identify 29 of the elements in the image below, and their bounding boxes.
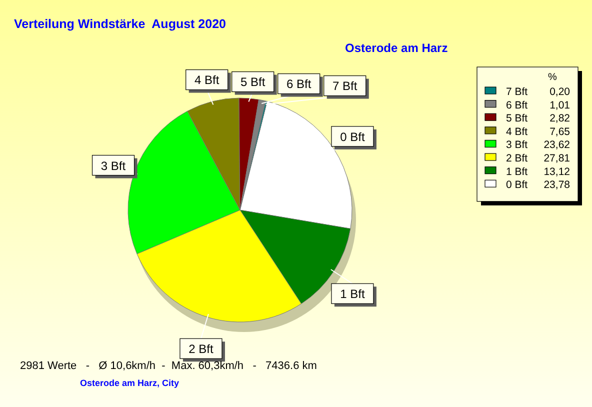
slice-label: 4 Bft (194, 73, 220, 88)
data-label: 27,81 (544, 152, 570, 164)
slice-label: 5 Bft (240, 75, 266, 90)
text: 2981 Werte - Ø 10,6km/h - Max. 60,3km/h - 7436.6 km (20, 360, 317, 372)
data-label: 2,82 (550, 112, 570, 125)
legend-label: 3 Bft (506, 139, 528, 152)
legend-label: 7 Bft (506, 86, 528, 98)
legend-label: 4 Bft (506, 126, 528, 138)
legend-label: 2 Bft (506, 152, 528, 164)
data-label: 7,65 (550, 126, 570, 138)
data-label: 13,12 (544, 166, 570, 178)
chart-subtitle: Osterode am Harz (345, 41, 448, 55)
legend-label: 1 Bft (506, 166, 528, 178)
slice-label: 3 Bft (100, 158, 126, 173)
legend-label: 6 Bft (506, 99, 528, 112)
chart-title: Verteilung Windstärke August 2020 (14, 17, 226, 31)
slice-label: 0 Bft (340, 130, 366, 144)
slice-label: 2 Bft (188, 342, 214, 356)
slice-label: 1 Bft (340, 287, 366, 302)
data-label: 0,20 (550, 86, 570, 98)
data-label: 23,78 (544, 179, 570, 192)
data-label: 1,01 (550, 99, 570, 112)
legend-title: % (548, 72, 557, 83)
slice-label: 7 Bft (332, 79, 358, 94)
legend-label: 0 Bft (506, 179, 528, 192)
legend-label: 5 Bft (506, 112, 528, 125)
data-label: 23,62 (544, 139, 570, 152)
text: Osterode am Harz, City (80, 378, 180, 388)
slice-label: 6 Bft (286, 77, 312, 92)
